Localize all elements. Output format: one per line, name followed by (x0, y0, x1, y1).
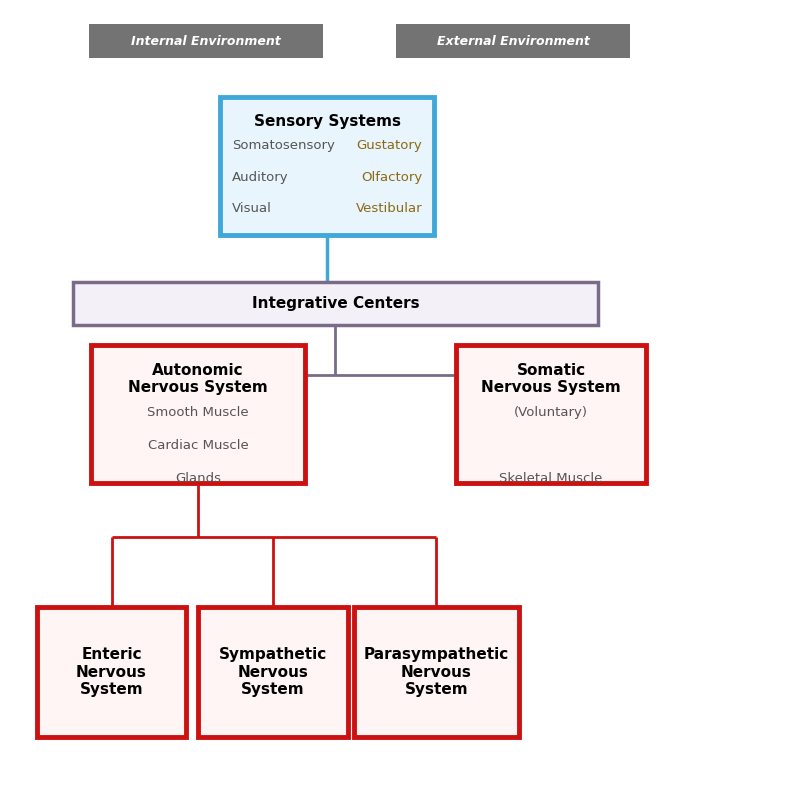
Text: Skeletal Muscle: Skeletal Muscle (499, 472, 603, 485)
FancyBboxPatch shape (90, 346, 305, 483)
Text: Sympathetic
Nervous
System: Sympathetic Nervous System (219, 647, 327, 697)
Text: Enteric
Nervous
System: Enteric Nervous System (76, 647, 147, 697)
FancyBboxPatch shape (220, 97, 435, 235)
Text: Cardiac Muscle: Cardiac Muscle (148, 439, 248, 452)
FancyBboxPatch shape (396, 24, 630, 58)
Text: Smooth Muscle: Smooth Muscle (147, 406, 249, 419)
Text: Vestibular: Vestibular (356, 202, 423, 215)
FancyBboxPatch shape (73, 282, 598, 325)
Text: Parasympathetic
Nervous
System: Parasympathetic Nervous System (364, 647, 509, 697)
Text: Internal Environment: Internal Environment (131, 35, 281, 47)
Text: Autonomic
Nervous System: Autonomic Nervous System (128, 363, 267, 395)
FancyBboxPatch shape (354, 608, 520, 737)
Text: Gustatory: Gustatory (356, 139, 423, 152)
Text: Somatosensory: Somatosensory (233, 139, 335, 152)
Text: Olfactory: Olfactory (361, 170, 423, 184)
Text: Integrative Centers: Integrative Centers (251, 296, 419, 312)
FancyBboxPatch shape (37, 608, 186, 737)
Text: Sensory Systems: Sensory Systems (254, 114, 401, 129)
Text: External Environment: External Environment (436, 35, 590, 47)
FancyBboxPatch shape (456, 346, 646, 483)
FancyBboxPatch shape (89, 24, 323, 58)
Text: Glands: Glands (175, 472, 221, 485)
Text: Somatic
Nervous System: Somatic Nervous System (482, 363, 621, 395)
FancyBboxPatch shape (199, 608, 347, 737)
Text: (Voluntary): (Voluntary) (514, 406, 588, 419)
Text: Visual: Visual (233, 202, 272, 215)
Text: Auditory: Auditory (233, 170, 289, 184)
